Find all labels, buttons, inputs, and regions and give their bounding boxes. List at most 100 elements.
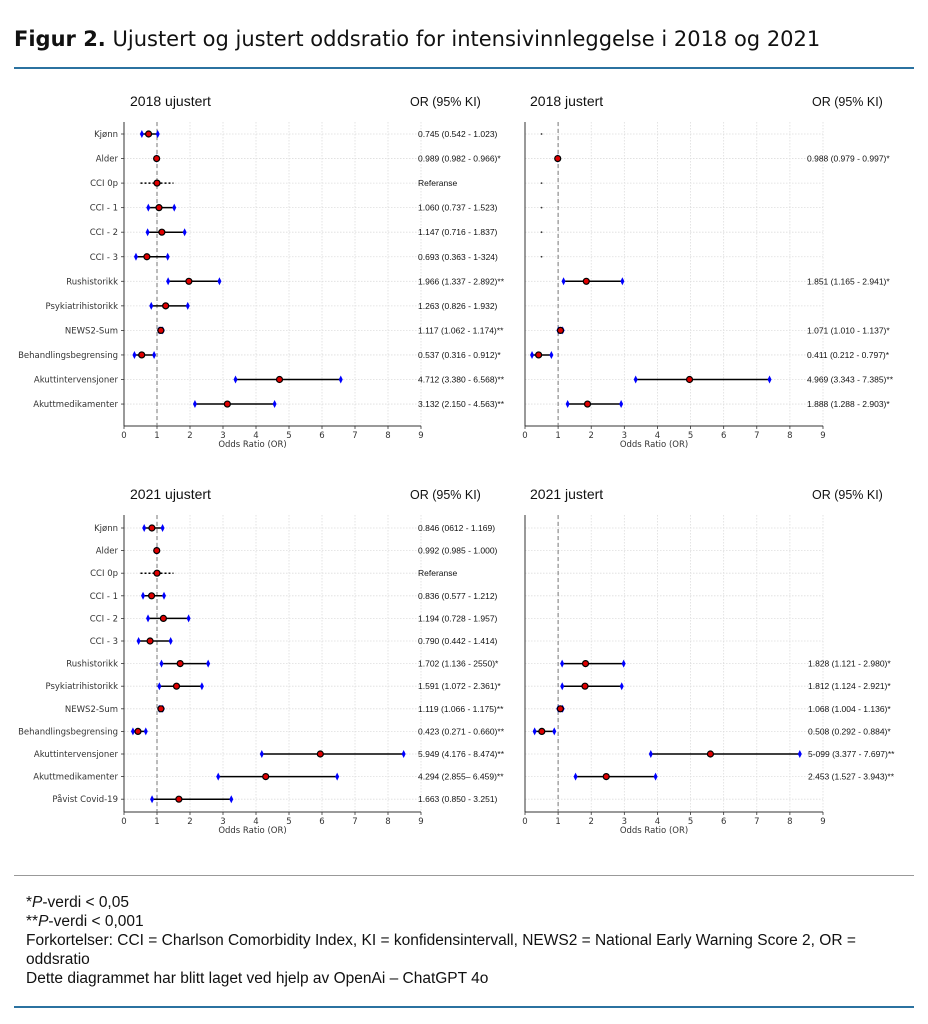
x-tick-label: 9 <box>820 817 825 827</box>
x-tick-label: 4 <box>253 431 258 441</box>
point-estimate <box>148 524 156 532</box>
point-estimate <box>685 375 694 384</box>
row-label: Behandlingsbegrensing <box>18 727 118 737</box>
or-annotation: 5.949 (4.176 - 8.474)** <box>418 749 505 759</box>
x-tick-label: 5 <box>688 817 693 827</box>
row-label: Akuttmedikamenter <box>33 773 118 783</box>
ci-end-marker <box>142 524 147 532</box>
column-header: OR (95% KI) <box>812 488 883 502</box>
row-label: Psykiatrihistorikk <box>45 682 118 692</box>
or-annotation: 0.790 (0.442 - 1.414) <box>418 636 498 646</box>
point-estimate <box>581 659 590 668</box>
x-tick-label: 4 <box>655 817 660 827</box>
or-annotation: 0.988 (0.979 - 0.997)* <box>807 154 890 164</box>
point-estimate <box>157 326 165 334</box>
x-axis-label: Odds Ratio (OR) <box>620 826 688 836</box>
point-estimate <box>175 795 183 803</box>
or-annotation: 1.117 (1.062 - 1.174)** <box>418 325 504 335</box>
ci-end-marker <box>621 659 626 668</box>
point-estimate <box>554 154 562 163</box>
row-label: Akuttintervensjoner <box>34 376 119 386</box>
or-annotation: 1.702 (1.136 - 2550)* <box>418 659 499 669</box>
ci-end-marker <box>150 795 155 804</box>
x-tick-label: 7 <box>352 817 357 827</box>
ci-end-marker <box>560 682 565 691</box>
ci-end-marker <box>159 659 164 668</box>
point-estimate <box>316 750 324 758</box>
or-annotation: 0.508 (0.292 - 0.884)* <box>808 726 891 736</box>
footnotes: *P-verdi < 0,05 **P-verdi < 0,001 Forkor… <box>26 893 906 988</box>
point-marker-small <box>540 182 543 185</box>
ci-end-marker <box>619 400 624 409</box>
x-tick-label: 6 <box>319 431 324 441</box>
point-estimate <box>162 302 170 310</box>
x-tick-label: 5 <box>688 431 693 441</box>
panel-title: 2021 justert <box>530 486 603 502</box>
x-tick-label: 2 <box>187 817 192 827</box>
or-annotation: 1.263 (0.826 - 1.932) <box>418 301 498 311</box>
ci-end-marker <box>141 591 146 600</box>
row-label: Akuttmedikamenter <box>33 400 118 410</box>
point-estimate <box>153 179 161 187</box>
point-estimate <box>535 351 543 359</box>
point-estimate <box>144 130 153 138</box>
ci-end-marker <box>157 682 162 691</box>
or-annotation: 1.071 (1.010 - 1.137)* <box>807 325 890 335</box>
ci-end-marker <box>182 228 187 237</box>
ci-end-marker <box>130 727 135 736</box>
ci-end-marker <box>185 301 190 310</box>
ci-end-marker <box>206 659 211 668</box>
x-tick-label: 0 <box>522 817 527 827</box>
or-annotation: 0.745 (0.542 - 1.023) <box>418 129 498 139</box>
row-label: Psykiatrihistorikk <box>45 302 118 312</box>
ci-end-marker <box>168 637 173 645</box>
ci-end-marker <box>338 375 343 384</box>
ci-end-marker <box>143 727 148 736</box>
forest-panel-3: 2021 justert OR (95% KI) 0 1 2 3 4 5 6 7 8 9 Odds Ra… <box>522 486 895 836</box>
x-tick-label: 3 <box>622 431 627 441</box>
or-annotation: 0.989 (0.982 - 0.966)* <box>418 154 501 164</box>
x-tick-label: 8 <box>385 431 390 441</box>
point-marker-small <box>540 206 543 209</box>
footer-divider <box>14 875 914 876</box>
ci-end-marker <box>560 659 565 668</box>
x-tick-label: 5 <box>286 431 291 441</box>
row-label: CCI 0p <box>90 179 118 189</box>
point-estimate <box>602 772 610 781</box>
row-label: Rushistorikk <box>66 277 118 287</box>
ci-end-marker <box>166 277 171 286</box>
x-tick-label: 1 <box>154 817 159 827</box>
forest-plots: 2018 ujustert OR (95% KI) 0 1 2 3 4 5 6 7 8 9 Odds R… <box>18 93 895 836</box>
or-annotation: 0.992 (0.985 - 1.000) <box>418 546 498 556</box>
row-label: CCI - 1 <box>90 592 118 602</box>
ci-end-marker <box>160 524 165 532</box>
point-estimate <box>143 253 151 261</box>
or-annotation: 1.888 (1.288 - 2.903)* <box>807 399 890 409</box>
ci-end-marker <box>797 750 802 758</box>
point-estimate <box>583 400 592 408</box>
footnote-p05: *P-verdi < 0,05 <box>26 893 906 912</box>
ci-end-marker <box>653 772 658 781</box>
row-label: NEWS2-Sum <box>65 705 118 715</box>
point-estimate <box>538 727 546 736</box>
x-tick-label: 7 <box>754 431 759 441</box>
point-estimate <box>706 750 715 758</box>
point-estimate <box>262 772 270 781</box>
or-annotation: 1.663 (0.850 - 3.251) <box>418 794 498 804</box>
or-annotation: Referanse <box>418 568 457 578</box>
point-estimate <box>159 614 168 623</box>
or-annotation: 0.411 (0.212 - 0.797)* <box>807 350 890 360</box>
point-estimate <box>147 592 156 600</box>
or-annotation: 0.423 (0.271 - 0.660)** <box>418 726 505 736</box>
ci-end-marker <box>401 750 406 758</box>
ci-end-marker <box>573 772 578 781</box>
column-header: OR (95% KI) <box>410 488 481 502</box>
ci-end-marker <box>165 252 170 261</box>
x-tick-label: 8 <box>787 431 792 441</box>
footnote-p-symbol: P <box>38 913 49 930</box>
x-tick-label: 2 <box>589 817 594 827</box>
ci-end-marker <box>530 350 535 359</box>
or-annotation: 0.846 (0612 - 1.169) <box>418 523 495 533</box>
footnote-text: -verdi < 0,001 <box>48 913 144 930</box>
x-tick-label: 0 <box>121 431 126 441</box>
